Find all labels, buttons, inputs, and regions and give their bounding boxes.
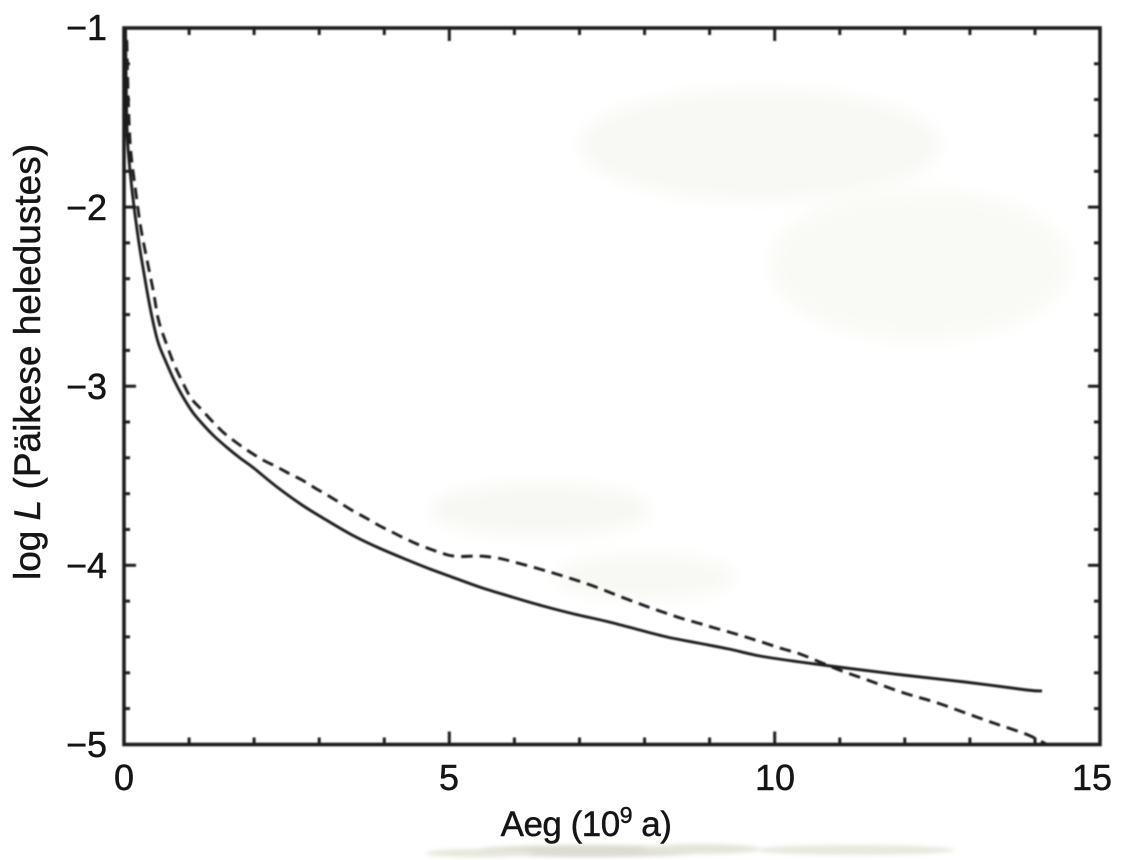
svg-text:−2: −2 — [66, 187, 107, 228]
svg-text:10: 10 — [755, 757, 795, 798]
svg-text:−5: −5 — [66, 724, 107, 765]
svg-text:−4: −4 — [66, 545, 107, 586]
svg-text:0: 0 — [114, 757, 134, 798]
svg-text:−1: −1 — [66, 7, 107, 48]
svg-text:log L (Päikese heledustes): log L (Päikese heledustes) — [7, 144, 48, 580]
svg-text:Aeg (109 a): Aeg (109 a) — [501, 802, 672, 844]
svg-text:15: 15 — [1072, 757, 1112, 798]
svg-text:−3: −3 — [66, 366, 107, 407]
svg-text:5: 5 — [439, 757, 459, 798]
